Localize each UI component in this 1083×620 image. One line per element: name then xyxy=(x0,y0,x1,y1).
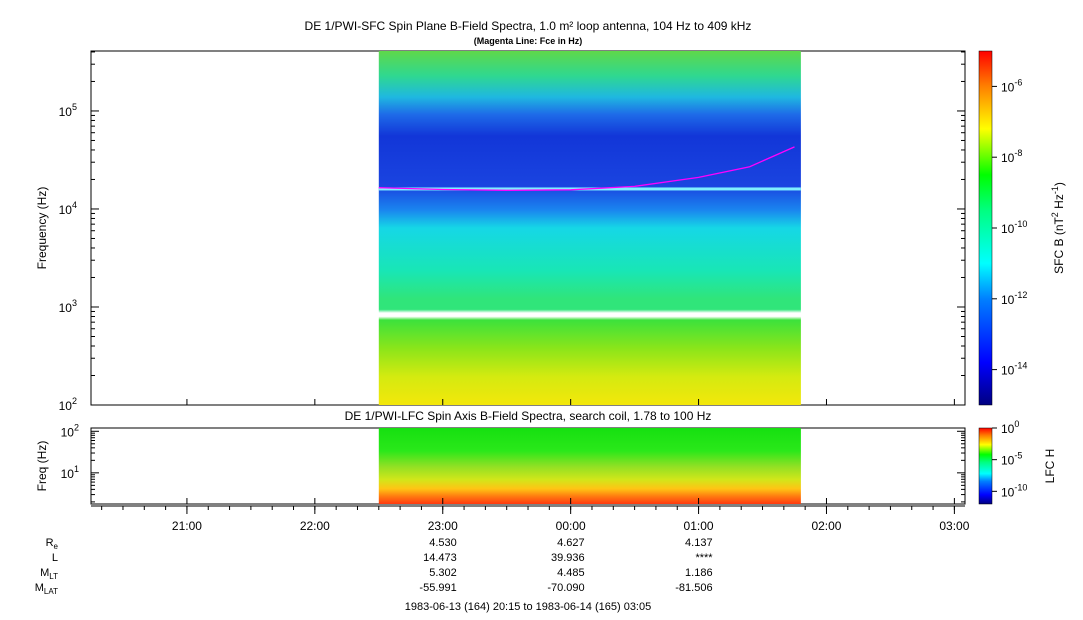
colorbar-tick-label: 10-10 xyxy=(1001,482,1027,499)
lower-y-tick-label: 102 xyxy=(61,422,79,439)
time-range-footer: 1983-06-13 (164) 20:15 to 1983-06-14 (16… xyxy=(405,601,651,613)
lower-y-ticks: 101 102 xyxy=(61,422,965,503)
upper-colorbar-label: SFC B (nT2 Hz-1) xyxy=(1050,182,1066,274)
upper-y-tick-label: 102 xyxy=(59,396,77,413)
time-tick-label: 23:00 xyxy=(428,519,458,533)
upper-y-axis-label: Frequency (Hz) xyxy=(35,187,49,270)
upper-y-ticks: 102 103 104 105 xyxy=(59,51,965,413)
time-tick-label: 03:00 xyxy=(939,519,969,533)
upper-y-tick-label: 104 xyxy=(59,200,77,217)
ephemeris-value: 1.186 xyxy=(685,567,713,579)
ephemeris-row-label: MLAT xyxy=(35,582,58,596)
ephemeris-row-label: Re xyxy=(46,537,59,551)
ephemeris-value: 4.627 xyxy=(557,537,585,549)
upper-panel-subtitle: (Magenta Line: Fce in Hz) xyxy=(474,36,583,46)
lower-colorbar-scale xyxy=(978,427,993,505)
upper-panel: 102 103 104 105 Frequency (Hz) xyxy=(35,50,966,413)
time-tick-label: 00:00 xyxy=(556,519,586,533)
ephemeris-value: 4.530 xyxy=(429,537,457,549)
lower-y-tick-label: 101 xyxy=(61,464,79,481)
lower-colorbar-ticks: 100 10-5 10-10 xyxy=(992,419,1027,499)
upper-colorbar-ticks: 10-14 10-12 10-10 10-8 10-6 xyxy=(992,77,1027,378)
upper-y-tick-label: 103 xyxy=(59,298,77,315)
ephemeris-value: -55.991 xyxy=(419,582,456,594)
ephemeris-value: 4.485 xyxy=(557,567,585,579)
sfc-spectrogram xyxy=(378,51,801,405)
colorbar-tick-label: 100 xyxy=(1001,419,1019,436)
colorbar-tick-label: 10-5 xyxy=(1001,451,1022,468)
time-tick-label: 02:00 xyxy=(811,519,841,533)
fce-line xyxy=(378,146,795,191)
lower-y-axis-label: Freq (Hz) xyxy=(35,441,49,492)
ephemeris-table: Re 4.530 4.627 4.137 L 14.473 39.936 **** MLT 5.3… xyxy=(35,537,714,596)
sfc-spectrum-fill xyxy=(378,51,801,405)
lower-panel: 101 102 Freq (Hz) xyxy=(35,422,966,505)
time-tick-label: 21:00 xyxy=(172,519,202,533)
lfc-spectrum-fill xyxy=(378,428,801,504)
ephemeris-value: **** xyxy=(695,552,713,564)
ephemeris-value: 14.473 xyxy=(423,552,457,564)
time-axis: 21:00 22:00 23:00 00:00 01:00 02:00 03:00 xyxy=(91,399,970,533)
colorbar-tick-label: 10-6 xyxy=(1001,77,1022,94)
upper-colorbar: 10-14 10-12 10-10 10-8 10-6 SFC B (nT2 Hz-1) xyxy=(978,50,1066,406)
colorbar-tick-label: 10-12 xyxy=(1001,290,1027,307)
lower-colorbar-label: LFC H xyxy=(1043,449,1057,484)
ephemeris-row-label: L xyxy=(52,552,58,564)
ephemeris-value: 5.302 xyxy=(429,567,457,579)
upper-colorbar-scale xyxy=(978,50,993,406)
ephemeris-value: 4.137 xyxy=(685,537,713,549)
colorbar-tick-label: 10-14 xyxy=(1001,361,1027,378)
lfc-spectrogram xyxy=(378,428,801,504)
colorbar-tick-label: 10-10 xyxy=(1001,219,1027,236)
ephemeris-value: -70.090 xyxy=(547,582,584,594)
time-tick-label: 22:00 xyxy=(300,519,330,533)
colorbar-tick-label: 10-8 xyxy=(1001,148,1022,165)
time-tick-label: 01:00 xyxy=(684,519,714,533)
lower-colorbar: 100 10-5 10-10 LFC H xyxy=(978,419,1057,505)
ephemeris-value: -81.506 xyxy=(675,582,712,594)
lower-panel-title: DE 1/PWI-LFC Spin Axis B-Field Spectra, … xyxy=(345,409,712,423)
ephemeris-value: 39.936 xyxy=(551,552,585,564)
ephemeris-row-label: MLT xyxy=(40,567,58,581)
upper-y-tick-label: 105 xyxy=(59,102,77,119)
upper-panel-title: DE 1/PWI-SFC Spin Plane B-Field Spectra,… xyxy=(305,19,752,33)
